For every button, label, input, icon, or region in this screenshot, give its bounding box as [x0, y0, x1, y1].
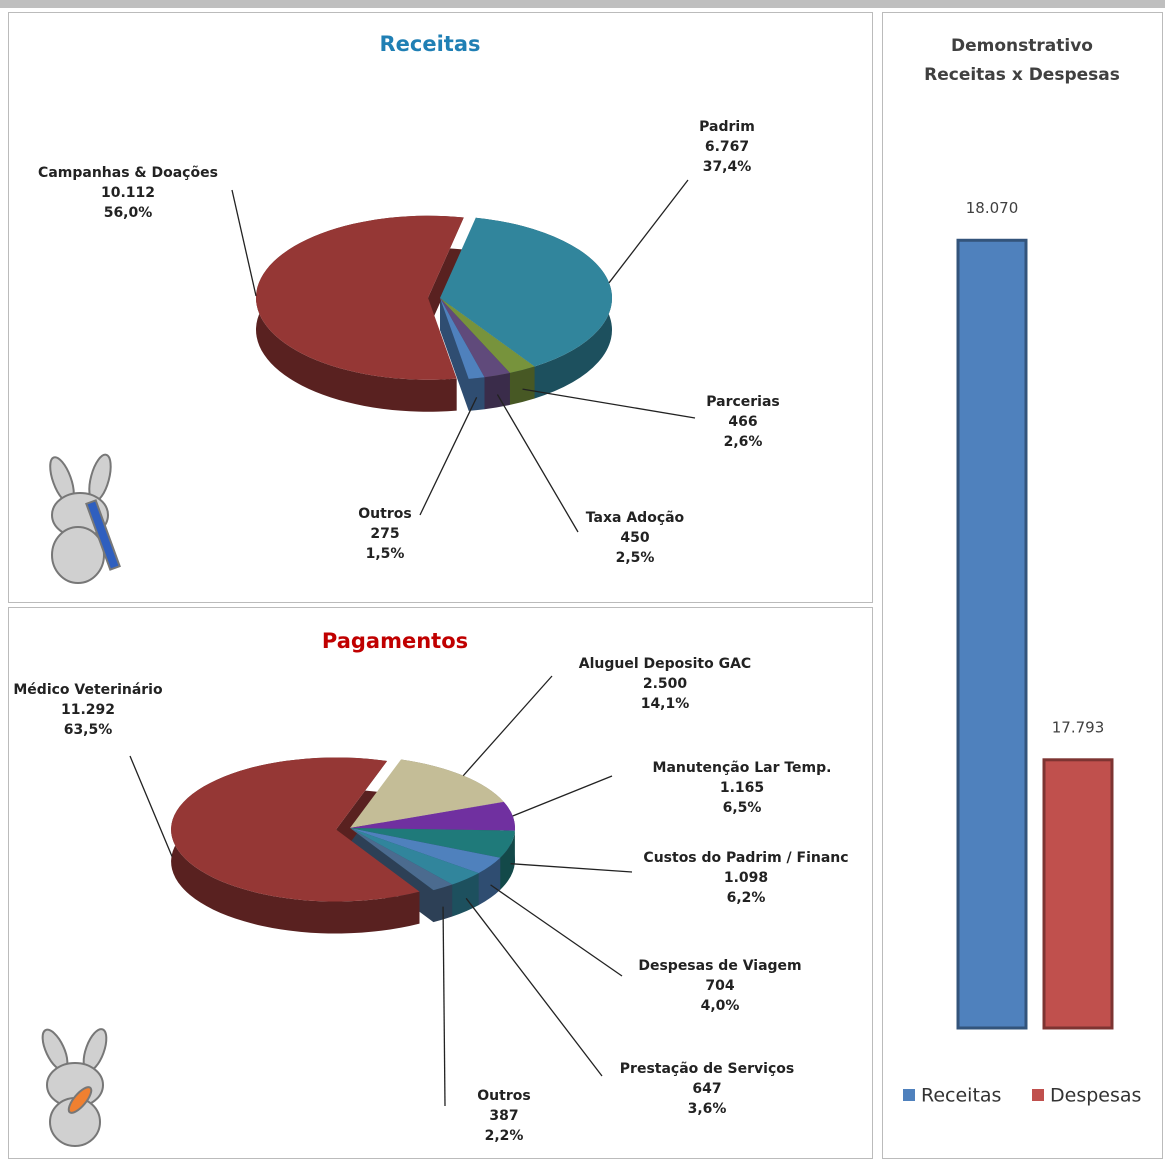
- slice-label: Aluguel Deposito GAC: [579, 656, 751, 672]
- legend-swatch: [1032, 1089, 1044, 1101]
- slice-percent-label: 6,2%: [727, 890, 766, 906]
- slice-side: [350, 828, 453, 923]
- slice-value-label: 1.165: [720, 780, 764, 796]
- slice-label: Médico Veterinário: [13, 682, 163, 698]
- bar: [956, 238, 1028, 1030]
- slice-percent-label: 63,5%: [64, 722, 113, 738]
- bunny-icon: [41, 1028, 108, 1147]
- slice-percent-label: 3,6%: [688, 1101, 727, 1117]
- slice-percent-label: 2,5%: [616, 550, 655, 566]
- slice-value-label: 275: [370, 526, 399, 542]
- leader-line: [522, 388, 696, 419]
- slice-percent-label: 37,4%: [703, 159, 752, 175]
- header-strip: [0, 0, 1165, 8]
- leader-line: [496, 394, 579, 533]
- slice-percent-label: 14,1%: [641, 696, 690, 712]
- slice-value-label: 11.292: [61, 702, 115, 718]
- leader-line: [462, 675, 553, 777]
- slice-label: Campanhas & Doações: [38, 165, 218, 181]
- slice-label: Parcerias: [706, 394, 780, 410]
- leader-line: [512, 775, 613, 817]
- slice-value-label: 466: [728, 414, 757, 430]
- slice-label: Custos do Padrim / Financ: [643, 850, 848, 866]
- slice-value-label: 450: [620, 530, 649, 546]
- slice-value-label: 6.767: [705, 139, 749, 155]
- slice-label: Padrim: [699, 119, 755, 135]
- pie-slice: [440, 298, 510, 378]
- pie-slice: [350, 828, 515, 858]
- leader-line: [419, 397, 478, 516]
- chart-title: Receitas: [379, 32, 480, 56]
- pie-slice: [440, 217, 612, 367]
- slice-label: Taxa Adoção: [586, 510, 685, 526]
- leader-line: [510, 863, 633, 873]
- pie-slice: [350, 828, 453, 891]
- slice-percent-label: 2,6%: [724, 434, 763, 450]
- leader-line: [608, 179, 689, 284]
- pie-slice: [350, 828, 501, 874]
- pie-slice: [350, 759, 504, 828]
- slice-label: Outros: [477, 1088, 530, 1104]
- pie-slice: [171, 757, 420, 902]
- pie-slice: [440, 298, 535, 373]
- slice-value-label: 647: [692, 1081, 721, 1097]
- slice-value-label: 1.098: [724, 870, 768, 886]
- slice-value-label: 387: [489, 1108, 518, 1124]
- bar-value-label: 17.793: [1052, 718, 1105, 736]
- slice-label: Prestação de Serviços: [620, 1061, 794, 1077]
- pie-slice: [440, 298, 485, 379]
- leader-line: [490, 884, 623, 977]
- slice-percent-label: 6,5%: [723, 800, 762, 816]
- slice-percent-label: 56,0%: [104, 205, 153, 221]
- bar: [1042, 758, 1114, 1030]
- slice-label: Outros: [358, 506, 411, 522]
- slice-label: Manutenção Lar Temp.: [653, 760, 832, 776]
- bunny-icon: [49, 453, 121, 584]
- bar-value-label: 18.070: [966, 199, 1019, 217]
- chart-title: Demonstrativo Receitas x Despesas: [924, 36, 1120, 85]
- leader-line: [442, 906, 446, 1107]
- legend-swatch: [903, 1089, 915, 1101]
- leader-line: [129, 755, 173, 857]
- slice-percent-label: 1,5%: [366, 546, 405, 562]
- chart-title: Pagamentos: [322, 629, 468, 653]
- legend-label: Receitas: [921, 1085, 1001, 1107]
- slice-percent-label: 4,0%: [701, 998, 740, 1014]
- slice-percent-label: 2,2%: [485, 1128, 524, 1144]
- slice-label: Despesas de Viagem: [638, 958, 801, 974]
- slice-value-label: 704: [705, 978, 734, 994]
- pie-slice: [350, 801, 515, 831]
- slice-value-label: 2.500: [643, 676, 688, 692]
- slice-value-label: 10.112: [101, 185, 155, 201]
- pie-slice: [256, 215, 464, 380]
- leader-line: [231, 189, 257, 297]
- legend-label: Despesas: [1050, 1085, 1141, 1107]
- leader-line: [465, 897, 603, 1077]
- pie-slice: [350, 828, 479, 885]
